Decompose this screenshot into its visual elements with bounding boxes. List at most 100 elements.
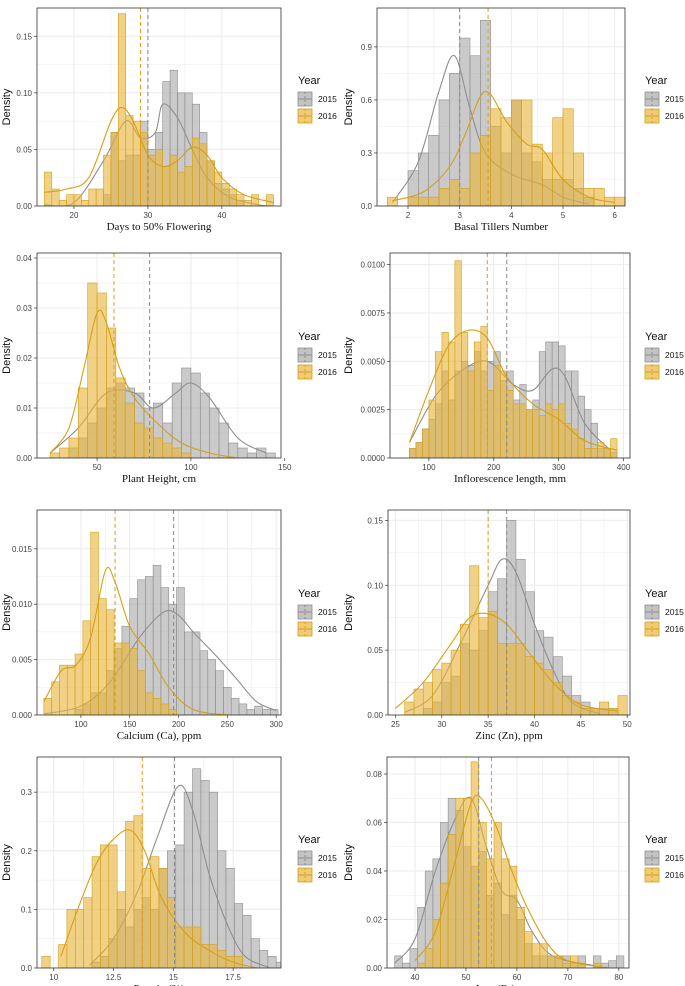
bar-2016 (192, 926, 202, 968)
legend-title: Year (645, 331, 668, 343)
x-tick-label: 150 (123, 720, 137, 729)
legend-key-2015 (644, 347, 660, 363)
bar-2016 (251, 194, 260, 206)
y-tick-label: 0.005 (12, 656, 33, 665)
legend-label-2016: 2016 (665, 624, 684, 634)
legend-key-2016 (644, 364, 660, 380)
y-axis-label: Density (1, 88, 13, 125)
plot-area (394, 757, 625, 968)
y-tick-label: 0.15 (367, 516, 383, 525)
bar-2015 (190, 372, 201, 458)
legend-key-2015 (297, 850, 313, 866)
legend-title: Year (298, 75, 321, 87)
bar-2015 (218, 422, 229, 458)
legend: Year 2015 2016 (297, 331, 337, 380)
legend-label-2015: 2015 (665, 607, 684, 617)
bar-2016 (531, 943, 541, 968)
bar-2016 (440, 882, 449, 968)
y-tick-label: 0.02 (366, 915, 382, 924)
legend-label-2016: 2016 (318, 624, 337, 634)
bar-2015 (191, 631, 201, 715)
x-tick-label: 300 (269, 720, 283, 729)
density-curve-2016 (49, 309, 238, 458)
plot-area (41, 757, 281, 968)
bar-2016 (624, 196, 625, 206)
bar-2015 (246, 452, 257, 458)
bar-2016 (91, 856, 101, 968)
bar-2016 (41, 955, 51, 968)
legend-label-2015: 2015 (665, 94, 684, 104)
density-curve-2016 (414, 794, 609, 968)
bar-2016 (103, 154, 112, 206)
legend: Year 2015 2016 (644, 331, 684, 380)
bar-2016 (424, 948, 434, 968)
chart-panel-7: 10 12.5 15 17.5 0.0 0.1 0.2 0.3 Protein (%) Densi… (1, 756, 337, 986)
bar-2016 (74, 909, 84, 968)
bar-2016 (43, 698, 52, 715)
density-curve-2016 (395, 612, 619, 712)
bar-2015 (176, 587, 185, 715)
bar-2016 (593, 188, 605, 206)
bar-2016 (449, 179, 460, 206)
legend: Year 2015 2016 (644, 588, 684, 637)
legend-key-2015 (297, 347, 313, 363)
bar-2015 (199, 392, 210, 458)
bar-2016 (155, 149, 163, 206)
bar-2016 (221, 183, 230, 206)
bar-2016 (208, 944, 218, 968)
x-tick-label: 10 (49, 973, 58, 982)
bar-2016 (603, 448, 611, 458)
y-tick-label: 0.000 (12, 711, 33, 720)
bar-2016 (73, 194, 82, 206)
panel-border (36, 252, 282, 459)
bar-2016 (490, 108, 502, 206)
legend-title: Year (298, 588, 321, 600)
panel-border (376, 7, 626, 207)
bar-2016 (562, 962, 571, 968)
x-tick-label: 45 (576, 720, 585, 729)
y-tick-label: 0.06 (366, 818, 382, 827)
bar-2016 (532, 409, 540, 458)
bar-2016 (116, 891, 126, 968)
y-axis-label: Density (343, 337, 355, 374)
bar-2015 (207, 659, 216, 715)
x-tick-label: 400 (617, 463, 631, 472)
x-tick-label: 12.5 (106, 973, 122, 982)
bar-2016 (243, 200, 252, 206)
legend-key-2015 (644, 91, 660, 107)
panel-border (36, 509, 282, 716)
bar-2016 (543, 669, 554, 715)
bar-2016 (562, 108, 574, 206)
x-tick-label: 60 (512, 973, 521, 982)
bar-2016 (95, 188, 104, 206)
bar-2016 (184, 166, 193, 206)
x-tick-label: 50 (462, 973, 471, 982)
x-tick-label: 300 (552, 463, 566, 472)
x-tick-label: 25 (391, 720, 400, 729)
bar-2016 (87, 282, 98, 458)
bar-2016 (404, 701, 415, 715)
x-tick-label: 30 (437, 720, 446, 729)
legend-key-2015 (644, 850, 660, 866)
x-tick-label: 2 (406, 211, 411, 220)
bar-2016 (577, 438, 585, 458)
bar-2016 (428, 399, 436, 458)
legend-key-2015 (297, 91, 313, 107)
bar-2016 (206, 160, 215, 206)
y-tick-label: 0.10 (16, 89, 32, 98)
bar-2016 (409, 448, 417, 458)
bar-2016 (236, 194, 245, 206)
y-tick-label: 0.010 (12, 600, 33, 609)
bar-2015 (237, 447, 248, 458)
x-tick-label: 17.5 (225, 973, 241, 982)
legend-label-2015: 2015 (318, 607, 337, 617)
bar-2015 (184, 631, 193, 715)
legend-label-2015: 2015 (665, 350, 684, 360)
plot-area (49, 253, 276, 458)
x-axis-label: Basal Tillers Number (454, 221, 548, 233)
plot-area (387, 8, 625, 206)
bar-2016 (134, 422, 145, 458)
bar-2016 (105, 609, 115, 715)
bar-2016 (428, 196, 440, 206)
bar-2016 (177, 171, 186, 206)
